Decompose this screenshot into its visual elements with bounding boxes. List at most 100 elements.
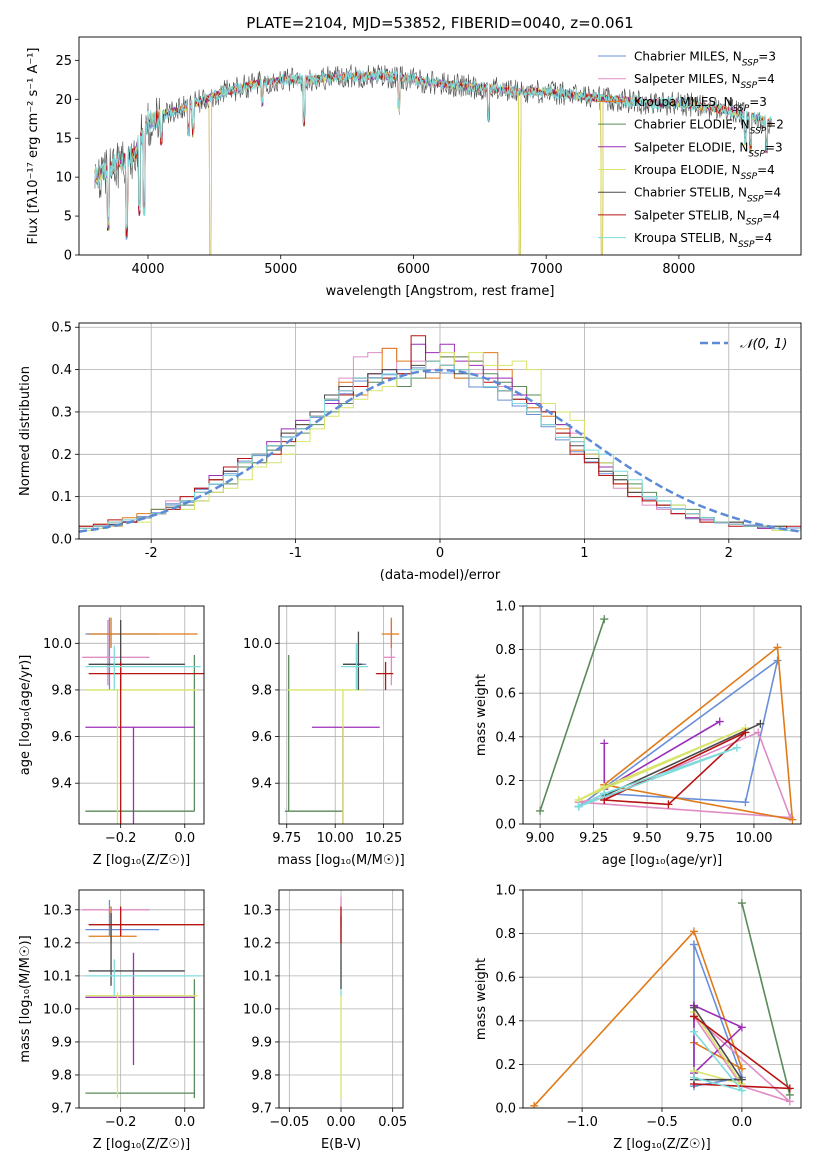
errorbar-point-6 xyxy=(286,689,365,824)
legend-label: Chabrier MILES, NSSP=3 xyxy=(634,50,776,69)
axes-frame xyxy=(522,605,802,825)
weight-line xyxy=(533,929,744,1107)
y-tick-label: 9.8 xyxy=(251,1068,272,1083)
y-axis-label: Normed distribution xyxy=(18,366,33,496)
errorbar-point-3 xyxy=(88,617,198,648)
x-axis-label: E(B-V) xyxy=(321,1137,361,1152)
y-tick-label: 10.0 xyxy=(43,1002,72,1017)
weight-marker xyxy=(737,1064,746,1073)
weight-marker xyxy=(689,927,698,936)
weight-line xyxy=(603,720,721,791)
y-tick-label: 9.8 xyxy=(251,683,272,698)
weight-marker xyxy=(689,1073,698,1082)
y-tick-label: 9.4 xyxy=(51,777,72,792)
axes-frame xyxy=(78,889,205,1109)
x-tick-label: 1 xyxy=(580,546,588,561)
y-tick-label: 10.0 xyxy=(43,637,72,652)
plot-area xyxy=(82,899,204,1099)
x-axis-label: mass [log₁₀(M/M☉)] xyxy=(277,853,404,868)
weight-line xyxy=(693,1007,744,1081)
plot-area xyxy=(94,64,773,255)
weight-marker xyxy=(741,798,750,807)
x-tick-label: 0 xyxy=(436,546,444,561)
legend-label: Chabrier STELIB, NSSP=4 xyxy=(634,186,781,205)
panel-mass_vs_Z: −0.2 0.0 9.7 9.8 9.9 10.0 10.1 10.2 10.3 Z [log₁₀… xyxy=(18,889,205,1152)
y-tick-label: 9.8 xyxy=(51,683,72,698)
y-tick-label: 5 xyxy=(64,210,72,225)
weight-line xyxy=(539,618,606,812)
y-tick-label: 10.2 xyxy=(243,936,272,951)
y-tick-label: 10 xyxy=(55,171,72,186)
y-tick-label: 1.0 xyxy=(495,600,516,615)
legend: Chabrier MILES, NSSP=3 Salpeter MILES, NS… xyxy=(598,50,784,250)
weight-line xyxy=(578,727,746,801)
errorbar-point-7 xyxy=(342,631,363,690)
panel-spectrum: 4000 5000 6000 7000 8000 0 5 10 15 20 25 wavelength… xyxy=(26,36,802,299)
plot-area xyxy=(530,899,794,1108)
y-axis-label: age [log₁₀(age/yr)] xyxy=(18,655,33,776)
x-tick-label: 0.0 xyxy=(174,831,195,846)
y-tick-label: 15 xyxy=(55,132,72,147)
y-tick-label: 10.2 xyxy=(43,936,72,951)
weight-marker xyxy=(754,728,763,737)
weight-marker xyxy=(715,717,724,726)
y-tick-label: 9.8 xyxy=(51,1068,72,1083)
histogram-series-9 xyxy=(79,360,801,539)
weight-marker xyxy=(600,615,609,624)
weight-marker xyxy=(689,1027,698,1036)
x-tick-label: -2 xyxy=(145,546,158,561)
axes-frame xyxy=(278,889,404,1109)
x-axis-label: age [log₁₀(age/yr)] xyxy=(602,853,723,868)
weight-marker xyxy=(689,1003,698,1012)
y-tick-label: 0.5 xyxy=(51,321,72,336)
legend-label: Kroupa STELIB, NSSP=4 xyxy=(634,231,772,250)
x-axis-label: (data-model)/error xyxy=(380,568,501,583)
weight-marker xyxy=(737,1023,746,1032)
x-tick-label: −0.05 xyxy=(269,1115,309,1130)
y-tick-label: 0.4 xyxy=(51,363,72,378)
plot-area xyxy=(82,617,204,824)
weight-series-9 xyxy=(574,743,741,811)
x-tick-label: 2 xyxy=(725,546,733,561)
plot-area xyxy=(79,335,801,539)
weight-marker xyxy=(737,1075,746,1084)
y-axis-label: mass weight xyxy=(474,674,489,756)
y-tick-label: 0.8 xyxy=(495,643,516,658)
errorbar-point-3 xyxy=(381,617,400,648)
y-tick-label: 0.2 xyxy=(51,448,72,463)
x-tick-label: 0.00 xyxy=(327,1115,356,1130)
axes-frame xyxy=(78,322,802,540)
weight-marker xyxy=(788,815,797,824)
weight-series-8 xyxy=(600,728,750,809)
x-tick-label: −0.5 xyxy=(646,1115,678,1130)
chart-title: PLATE=2104, MJD=53852, FIBERID=0040, z=0… xyxy=(246,14,633,32)
axes-frame xyxy=(278,605,404,825)
y-tick-label: 0.4 xyxy=(495,730,516,745)
legend-label: Salpeter MILES, NSSP=4 xyxy=(634,72,775,91)
y-tick-label: 9.9 xyxy=(51,1035,72,1050)
y-tick-label: 10.0 xyxy=(243,1002,272,1017)
x-tick-label: 6000 xyxy=(397,262,430,277)
errorbar-point-8 xyxy=(88,906,204,937)
errorbar-point-9 xyxy=(341,643,369,690)
weight-marker xyxy=(773,643,782,652)
weight-line xyxy=(741,902,791,1096)
weight-marker xyxy=(737,1086,746,1095)
x-tick-label: 10.25 xyxy=(365,831,402,846)
weight-line xyxy=(578,746,738,808)
axes-frame xyxy=(78,36,802,256)
x-tick-label: −0.2 xyxy=(105,1115,137,1130)
errorbar-point-9 xyxy=(85,645,201,690)
weight-marker xyxy=(741,728,750,737)
errorbar-point-9 xyxy=(85,959,201,996)
legend-label: 𝒩(0, 1) xyxy=(740,337,787,352)
weight-marker xyxy=(574,802,583,811)
x-tick-label: 9.75 xyxy=(272,831,301,846)
errorbar-point-6 xyxy=(85,689,198,824)
x-tick-label: 5000 xyxy=(264,262,297,277)
x-tick-label: 9.25 xyxy=(579,831,608,846)
y-axis-label: Flux [fλ10⁻¹⁷ erg cm⁻² s⁻¹ A⁻¹] xyxy=(26,48,41,245)
weight-marker xyxy=(785,1084,794,1093)
y-tick-label: 9.6 xyxy=(51,730,72,745)
